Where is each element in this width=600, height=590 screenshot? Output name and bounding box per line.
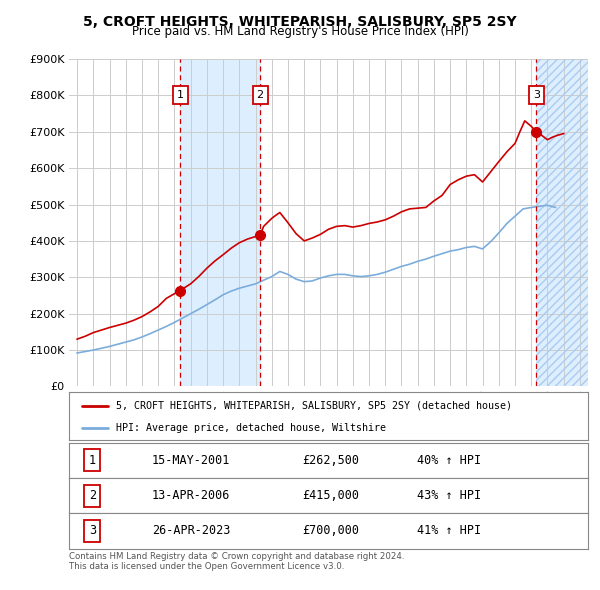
Bar (181, 59, 260, 386)
Text: 2: 2 (256, 90, 263, 100)
Text: 41% ↑ HPI: 41% ↑ HPI (417, 525, 481, 537)
Text: Price paid vs. HM Land Registry's House Price Index (HPI): Price paid vs. HM Land Registry's House … (131, 25, 469, 38)
Bar (536, 59, 588, 386)
Text: Contains HM Land Registry data © Crown copyright and database right 2024.
This d: Contains HM Land Registry data © Crown c… (69, 552, 404, 571)
Text: 26-APR-2023: 26-APR-2023 (152, 525, 230, 537)
Text: HPI: Average price, detached house, Wiltshire: HPI: Average price, detached house, Wilt… (116, 423, 386, 432)
Text: 2: 2 (89, 489, 96, 502)
Text: 1: 1 (177, 90, 184, 100)
Text: £262,500: £262,500 (302, 454, 359, 467)
Text: 40% ↑ HPI: 40% ↑ HPI (417, 454, 481, 467)
Text: 1: 1 (89, 454, 96, 467)
Text: £700,000: £700,000 (302, 525, 359, 537)
Text: 3: 3 (89, 525, 96, 537)
Text: 5, CROFT HEIGHTS, WHITEPARISH, SALISBURY, SP5 2SY (detached house): 5, CROFT HEIGHTS, WHITEPARISH, SALISBURY… (116, 401, 512, 411)
Text: £415,000: £415,000 (302, 489, 359, 502)
Text: 15-MAY-2001: 15-MAY-2001 (152, 454, 230, 467)
Text: 3: 3 (533, 90, 540, 100)
Bar (536, 59, 588, 386)
Text: 13-APR-2006: 13-APR-2006 (152, 489, 230, 502)
Text: 43% ↑ HPI: 43% ↑ HPI (417, 489, 481, 502)
Text: 5, CROFT HEIGHTS, WHITEPARISH, SALISBURY, SP5 2SY: 5, CROFT HEIGHTS, WHITEPARISH, SALISBURY… (83, 15, 517, 29)
